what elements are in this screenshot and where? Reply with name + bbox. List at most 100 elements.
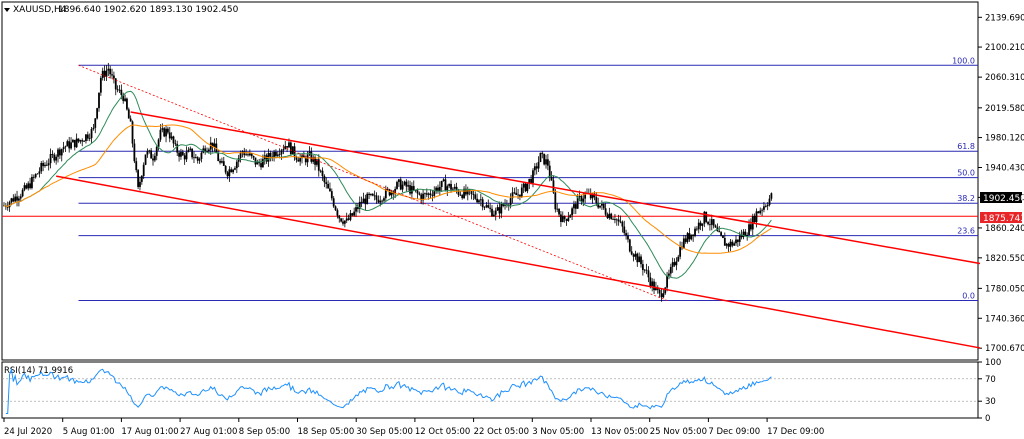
candle-body [10,198,13,203]
candle-body [621,221,624,227]
candle-body [397,179,400,182]
candle-body [692,234,695,236]
candle-body [295,157,298,160]
candle-body [519,194,521,197]
candle-body [632,254,635,257]
candle-body [545,159,547,165]
candle-body [606,214,609,219]
candle-body [403,181,406,185]
candle-body [364,198,367,205]
candle-body [766,205,769,207]
candle-body [168,132,171,139]
candle-body [718,231,721,233]
candle-body [68,141,71,149]
candle-body [729,241,732,247]
candle-body [433,191,436,196]
candle-body [744,231,747,236]
candle-body [288,142,290,148]
candle-body [25,185,28,189]
time-tick-label: 27 Aug 01:00 [180,427,237,437]
candle-body [252,155,255,158]
candle-body [679,246,682,257]
candle-body [686,233,689,242]
candle-body [757,211,760,214]
candle-body [94,118,97,128]
candle-body [539,152,542,162]
candle-body [70,142,72,149]
candle-body [602,203,605,209]
candle-body [425,193,428,195]
candle-body [16,196,18,201]
candle-body [513,192,516,194]
candle-body [638,256,641,263]
candle-body [165,128,167,137]
fibonacci-level-label: 23.6 [957,227,975,236]
candle-body [690,234,693,240]
last-price-label: 1902.450 [983,194,1024,204]
candle-body [753,216,756,223]
channel-line [56,175,981,349]
candle-body [655,287,657,291]
candle-body [597,203,600,208]
candle-body [437,187,439,192]
candle-body [584,192,587,199]
candle-body [181,152,184,156]
fibonacci-level-label: 61.8 [957,142,975,151]
candle-body [98,92,100,109]
candle-body [465,188,467,195]
candle-body [386,189,389,190]
candle-body [297,159,300,162]
candle-body [701,223,704,226]
candle-body [144,154,147,165]
price-tick-label: 1940.430 [985,163,1024,173]
time-tick-label: 5 Aug 01:00 [63,427,115,437]
triangle-down-icon[interactable] [4,8,10,12]
candle-body [561,216,564,222]
candle-body [509,198,512,205]
candle-body [695,228,698,230]
candle-body [187,149,190,152]
candle-body [206,151,208,152]
candle-body [60,149,63,156]
candle-body [101,70,104,79]
candle-body [150,150,153,159]
candle-body [32,176,35,178]
candle-body [38,171,41,174]
candle-body [284,146,287,150]
candle-body [660,293,663,298]
candle-body [722,235,724,238]
candle-body [742,231,745,238]
candle-body [422,193,424,201]
price-tick-label: 2100.210 [985,43,1024,53]
candle-body [466,189,469,195]
candle-body [302,155,305,158]
candle-body [105,70,108,77]
candle-body [528,178,531,184]
candle-body [537,161,540,169]
candle-body [574,204,577,209]
candle-body [29,183,31,189]
candle-body [764,206,767,207]
candle-body [677,256,680,262]
candle-body [476,198,478,203]
trend-lines[interactable] [56,64,981,349]
candle-body [99,78,102,93]
candle-body [260,163,262,168]
candle-body [146,151,149,155]
candle-body [247,154,249,156]
candle-body [375,195,378,200]
candle-body [643,269,646,271]
fibonacci-levels: 100.0 61.8 50.0 38.2 23.6 0.0 [2,56,978,301]
candle-body [707,222,709,225]
candle-body [502,203,505,206]
candle-body [662,293,665,298]
candle-body [155,146,158,156]
time-axis: 24 Jul 2020 5 Aug 01:00 17 Aug 01:00 27 Aug… [3,418,824,437]
candle-body [625,233,628,236]
candle-body [712,219,715,226]
candle-body [373,195,376,197]
candle-body [129,118,132,122]
candle-body [332,198,335,207]
candle-body [640,256,642,265]
